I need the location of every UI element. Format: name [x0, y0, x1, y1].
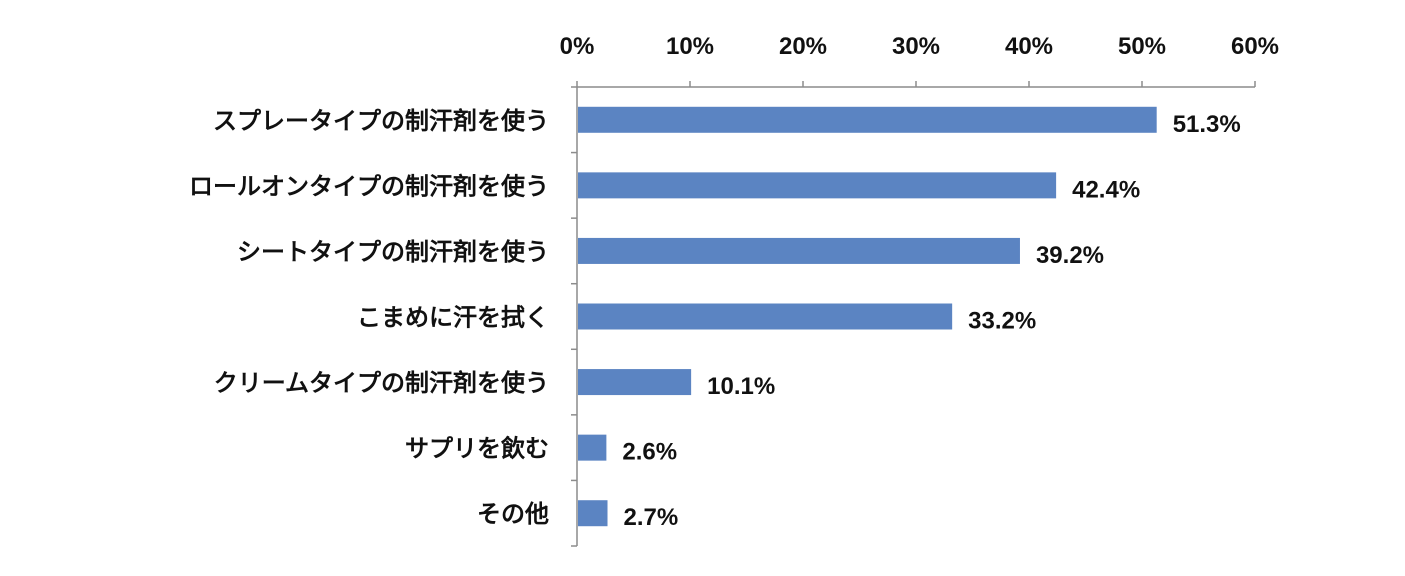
- category-label: サプリを飲む: [405, 435, 549, 463]
- data-label: 2.6%: [622, 439, 677, 466]
- x-tick-label: 60%: [1231, 33, 1279, 60]
- bar: [578, 106, 1157, 133]
- data-label: 51.3%: [1173, 111, 1241, 138]
- data-label: 2.7%: [624, 504, 679, 531]
- bar: [578, 303, 953, 330]
- category-label: スプレータイプの制汗剤を使う: [213, 107, 549, 135]
- category-label: こまめに汗を拭く: [357, 304, 549, 332]
- category-label: シートタイプの制汗剤を使う: [237, 238, 549, 266]
- category-label: ロールオンタイプの制汗剤を使う: [189, 172, 549, 200]
- data-label: 39.2%: [1036, 242, 1104, 269]
- data-label: 33.2%: [968, 308, 1036, 335]
- data-label: 42.4%: [1072, 176, 1140, 203]
- data-label: 10.1%: [707, 373, 775, 400]
- x-tick-label: 0%: [560, 33, 595, 60]
- bar: [578, 237, 1020, 264]
- x-tick-label: 30%: [892, 33, 940, 60]
- x-tick-label: 10%: [666, 33, 714, 60]
- x-tick-label: 20%: [779, 33, 827, 60]
- bar: [578, 434, 607, 461]
- category-label: その他: [477, 500, 549, 528]
- bar: [578, 172, 1057, 199]
- bar: [578, 500, 608, 527]
- x-tick-label: 50%: [1118, 33, 1166, 60]
- bar: [578, 369, 692, 396]
- x-tick-label: 40%: [1005, 33, 1053, 60]
- category-label: クリームタイプの制汗剤を使う: [214, 369, 549, 397]
